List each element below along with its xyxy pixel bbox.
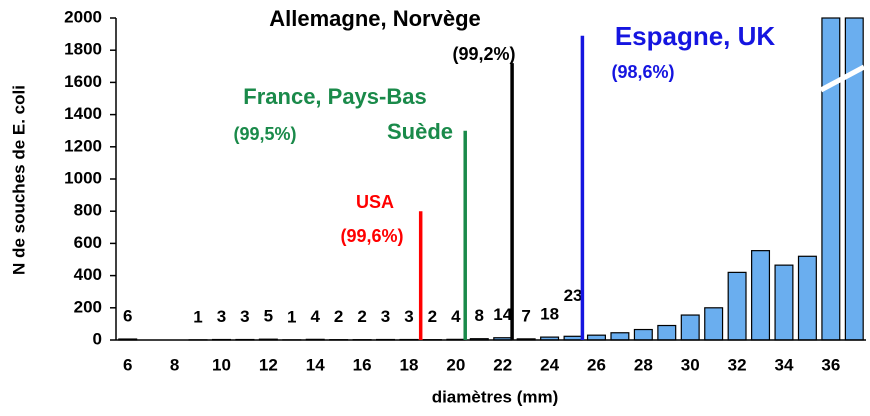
x-tick-label: 12 [259,355,278,374]
y-tick-label: 1200 [64,136,102,155]
data-label: 4 [310,307,320,326]
x-tick-label: 32 [728,355,747,374]
x-tick-label: 10 [212,355,231,374]
x-tick-label: 22 [493,355,512,374]
y-tick-label: 0 [93,329,102,348]
annotation-label2: Suède [387,119,453,144]
data-label: 2 [428,307,437,326]
bar [657,324,677,341]
data-label: 3 [217,307,226,326]
y-tick-label: 1600 [64,72,102,91]
x-tick-label: 28 [634,355,653,374]
x-tick-label: 34 [775,355,794,374]
bar [727,271,747,341]
x-tick-label: 30 [681,355,700,374]
y-tick-label: 1000 [64,168,102,187]
data-label: 3 [404,307,413,326]
x-axis-label: diamètres (mm) [432,387,559,406]
x-tick-label: 24 [540,355,559,374]
annotation-label: Allemagne, Norvège [269,6,481,31]
bar [797,255,817,341]
data-label: 1 [193,307,202,326]
bar [821,17,841,341]
annotation-sublabel: (98,6%) [611,62,674,82]
y-tick-label: 200 [74,297,102,316]
y-axis-label: N de souches de E. coli [9,85,28,275]
bar [633,328,653,341]
bar [704,307,724,341]
data-label: 4 [451,307,461,326]
annotation-sublabel: (99,2%) [452,44,515,64]
y-tick-label: 1400 [64,104,102,123]
data-label: 18 [540,305,559,324]
x-tick-label: 8 [170,355,179,374]
x-tick-label: 20 [446,355,465,374]
data-label: 7 [521,306,530,325]
data-label: 2 [334,307,343,326]
data-label: 3 [381,307,390,326]
data-label: 8 [475,306,484,325]
x-tick-label: 6 [123,355,132,374]
y-tick-label: 800 [74,201,102,220]
annotation-label: USA [356,192,394,212]
data-label: 5 [264,307,273,326]
bar [610,332,630,341]
annotation-sublabel: (99,5%) [233,124,296,144]
bar [751,250,771,341]
data-label: 2 [357,307,366,326]
annotation-label: Espagne, UK [615,21,776,51]
data-label: 1 [287,307,296,326]
bar [680,314,700,341]
bar [774,264,794,341]
annotation-sublabel: (99,6%) [340,226,403,246]
x-tick-label: 26 [587,355,606,374]
axis-break [819,64,866,93]
x-tick-label: 16 [353,355,372,374]
data-label: 6 [123,307,132,326]
y-tick-label: 600 [74,233,102,252]
annotation-label: France, Pays-Bas [243,84,426,109]
y-tick-label: 1800 [64,40,102,59]
x-tick-label: 14 [306,355,325,374]
data-label: 3 [240,307,249,326]
y-tick-label: 2000 [64,7,102,26]
data-label: 14 [493,305,512,324]
data-label: 23 [564,286,583,305]
x-tick-label: 18 [400,355,419,374]
x-tick-label: 36 [821,355,840,374]
y-tick-label: 400 [74,265,102,284]
